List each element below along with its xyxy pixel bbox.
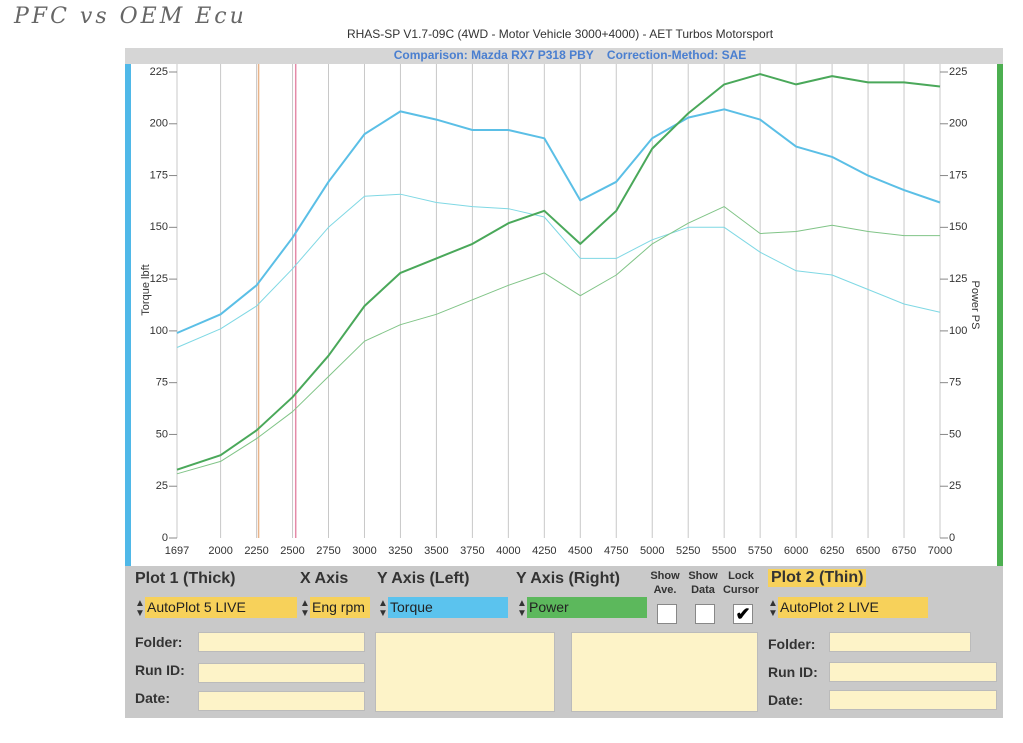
x-tick-label: 5250 [676,545,700,557]
y-tick-label: 25 [156,480,168,492]
checkbox-label: Lock [728,570,754,582]
y-left-select[interactable]: Torque [388,597,508,618]
checkbox-label: Ave. [653,584,677,596]
field-label: Run ID: [135,662,185,678]
x-tick-label: 2750 [316,545,340,557]
x-tick-label: 3500 [424,545,448,557]
field-input[interactable] [829,690,997,710]
x-tick-label: 3250 [388,545,412,557]
plot1-select[interactable]: AutoPlot 5 LIVE [145,597,297,618]
x-tick-label: 1697 [165,545,189,557]
field-label: Folder: [768,636,816,652]
x-tick-label: 3000 [352,545,376,557]
spinner[interactable]: ▲ ▼ [135,598,145,619]
spinner[interactable]: ▲ ▼ [300,598,310,619]
x-tick-label: 5000 [640,545,664,557]
x-tick-label: 7000 [928,545,952,557]
y-tick-label: 100 [150,325,168,337]
plot2-select[interactable]: AutoPlot 2 LIVE [778,597,928,618]
x-tick-label: 3750 [460,545,484,557]
y-axis-label: Torque lbft [140,264,152,315]
field-input[interactable] [198,632,365,652]
data-line [176,108,941,334]
x-tick-label: 6500 [856,545,880,557]
x-tick-label: 2000 [208,545,232,557]
x-tick-label: 2500 [280,545,304,557]
x-axis-heading: X Axis [300,570,349,587]
y2-tick-label: 50 [949,428,961,440]
field-label: Date: [135,690,171,706]
field-input[interactable] [198,691,365,711]
y-right-select[interactable]: Power [527,597,647,618]
left-axis-bar [125,64,131,566]
x-tick-label: 5500 [712,545,736,557]
y-tick-label: 200 [150,118,168,130]
chart-subtitle: Comparison: Mazda RX7 P318 PBY Correctio… [394,48,747,62]
plot1-heading: Plot 1 (Thick) [135,570,236,587]
x-tick-label: 2250 [244,545,268,557]
y2-tick-label: 0 [949,532,955,544]
x-tick-label: 4750 [604,545,628,557]
y-left-heading: Y Axis (Left) [377,570,470,587]
info-box [571,632,758,712]
data-line [176,73,941,471]
checkbox-label: Cursor [722,584,760,596]
chart-title: RHAS-SP V1.7-09C (4WD - Motor Vehicle 30… [347,27,774,41]
checkbox-label: Show [688,570,718,582]
info-box [375,632,555,712]
y2-tick-label: 25 [949,480,961,492]
field-input[interactable] [829,632,971,652]
x-tick-label: 5750 [748,545,772,557]
spinner[interactable]: ▲ ▼ [517,598,527,619]
y2-tick-label: 225 [949,66,967,78]
y-tick-label: 0 [162,532,168,544]
data-line [176,193,941,348]
data-line [176,206,940,475]
subtitle-band [125,48,1003,64]
x-tick-label: 4500 [568,545,592,557]
x-tick-label: 6000 [784,545,808,557]
checkbox-label: Data [691,584,715,596]
plot2-heading: Plot 2 (Thin) [768,569,867,587]
y-right-heading: Y Axis (Right) [516,570,621,587]
y2-tick-label: 200 [949,118,967,130]
y2-tick-label: 125 [949,273,967,285]
right-axis-bar [997,64,1003,566]
y-tick-label: 175 [150,169,168,181]
handwritten-note: PFC vs OEM Ecu [14,4,247,29]
y2-tick-label: 100 [949,325,967,337]
checkbox[interactable] [657,604,677,624]
control-panel: Plot 1 (Thick) X Axis Y Axis (Left) Y Ax… [125,566,1003,718]
checkbox-label: Show [650,570,680,582]
x-tick-label: 4000 [496,545,520,557]
y2-axis-label: Power PS [969,281,981,330]
x-axis-select[interactable]: Eng rpm [310,597,370,618]
field-input[interactable] [198,663,365,683]
x-tick-label: 6750 [892,545,916,557]
y-tick-label: 50 [156,428,168,440]
y-tick-label: 225 [150,66,168,78]
y-tick-label: 150 [150,221,168,233]
x-tick-label: 4250 [532,545,556,557]
y-tick-label: 75 [156,377,168,389]
field-label: Date: [768,692,804,708]
spinner[interactable]: ▲ ▼ [378,598,388,619]
field-label: Run ID: [768,664,818,680]
y2-tick-label: 150 [949,221,967,233]
spinner[interactable]: ▲ ▼ [768,598,778,619]
y2-tick-label: 175 [949,169,967,181]
y2-tick-label: 75 [949,377,961,389]
checkbox[interactable]: ✔ [733,604,753,624]
y-tick-label: 125 [150,273,168,285]
field-input[interactable] [829,662,997,682]
field-label: Folder: [135,634,183,650]
chart: RHAS-SP V1.7-09C (4WD - Motor Vehicle 30… [125,27,1003,566]
checkbox[interactable] [695,604,715,624]
x-tick-label: 6250 [820,545,844,557]
